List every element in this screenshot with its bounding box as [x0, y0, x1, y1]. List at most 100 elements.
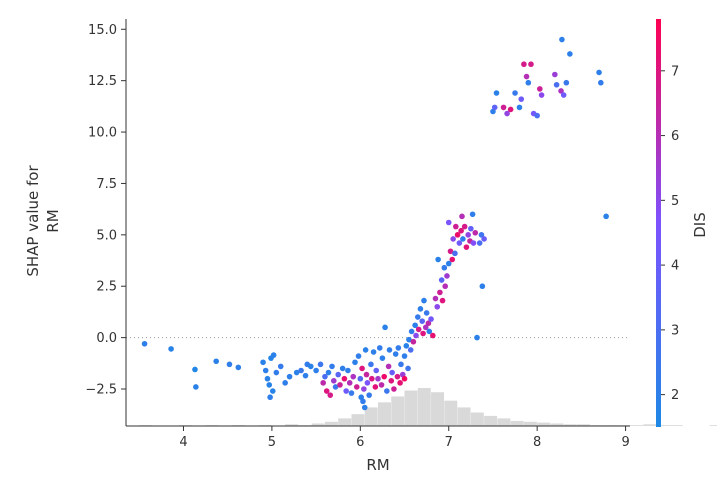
data-point [391, 386, 397, 392]
data-point [384, 388, 390, 394]
data-point [468, 225, 474, 232]
data-point [412, 322, 418, 329]
data-point [426, 328, 433, 335]
data-point [370, 349, 377, 355]
data-point [325, 369, 332, 376]
colorbar-tick-label: 6 [671, 129, 679, 144]
data-point [346, 380, 353, 386]
x-tick-label: 8 [533, 435, 541, 450]
y-tick-label: 2.5 [96, 280, 117, 295]
data-point [270, 352, 277, 358]
data-point [463, 244, 470, 250]
histogram-bar [431, 392, 445, 426]
y-tick-label: 10.0 [88, 126, 117, 141]
data-point [394, 373, 401, 380]
data-point [449, 256, 456, 263]
data-point [406, 336, 412, 343]
data-point [264, 375, 271, 382]
data-point [357, 375, 364, 382]
data-point [355, 353, 362, 359]
data-point [267, 394, 273, 401]
data-point [385, 363, 392, 370]
data-point [445, 260, 452, 267]
data-point [405, 365, 411, 372]
data-point [343, 388, 349, 394]
data-point [348, 390, 355, 396]
data-point [375, 375, 381, 382]
data-point [456, 240, 463, 246]
data-point [441, 264, 448, 271]
histogram-bar [324, 421, 338, 426]
data-point [453, 223, 459, 230]
data-point [332, 384, 339, 390]
x-tick-label: 9 [621, 435, 629, 450]
data-point [537, 86, 543, 92]
data-point [474, 334, 480, 341]
data-point [478, 232, 485, 238]
data-point [277, 363, 284, 370]
data-point [302, 372, 309, 379]
data-point [353, 384, 360, 390]
histogram-bar [364, 407, 378, 426]
data-point [260, 359, 266, 366]
data-point [423, 310, 430, 316]
y-tick-label: 0.0 [96, 331, 117, 346]
data-point [479, 283, 486, 290]
data-point [428, 316, 434, 322]
data-point [559, 36, 565, 43]
x-tick-label: 5 [268, 435, 276, 450]
data-point [434, 303, 441, 310]
data-point [415, 326, 422, 333]
data-point [376, 345, 383, 351]
data-point [269, 388, 276, 394]
data-point [534, 112, 540, 119]
data-point [454, 232, 461, 238]
data-point [476, 240, 483, 246]
data-point [213, 358, 219, 365]
data-point [345, 367, 351, 374]
data-point [538, 92, 545, 98]
data-point [432, 295, 439, 302]
histogram-bar [576, 424, 590, 426]
dis-colorbar [656, 19, 661, 427]
data-point [465, 232, 471, 238]
rm-histogram [139, 388, 717, 426]
data-point [563, 79, 570, 86]
data-point [523, 73, 530, 80]
histogram-bar [417, 388, 431, 426]
y-ticks: −2.5 0.0 2.5 5.0 7.5 10.0 12.5 15.0 [85, 23, 126, 398]
data-point [401, 353, 408, 359]
data-point [266, 382, 273, 388]
data-point [381, 373, 387, 380]
data-point [366, 392, 372, 398]
data-point [414, 314, 421, 320]
data-point [521, 61, 527, 68]
data-point [558, 88, 564, 94]
data-point [373, 367, 380, 374]
data-point [469, 211, 476, 218]
histogram-bar [338, 418, 352, 426]
data-point [317, 361, 324, 368]
histogram-bar [391, 396, 405, 426]
data-point [419, 318, 426, 324]
data-point [262, 367, 269, 374]
data-point [470, 240, 477, 246]
data-point [444, 273, 450, 279]
data-point [360, 398, 366, 405]
x-tick-label: 6 [356, 435, 364, 450]
data-point [417, 306, 424, 312]
colorbar-tick-label: 7 [671, 64, 679, 79]
histogram-bar [311, 423, 325, 426]
data-point [282, 380, 288, 386]
x-axis-label: RM [366, 456, 389, 474]
data-point [372, 384, 379, 390]
data-point [518, 96, 525, 102]
data-point [395, 345, 402, 351]
data-point [413, 332, 419, 339]
data-point [361, 386, 367, 392]
data-point [420, 330, 426, 337]
data-point [430, 332, 436, 339]
data-point [445, 219, 452, 226]
y-axis-label-line1: SHAP value for [24, 165, 42, 277]
data-point [500, 104, 507, 111]
